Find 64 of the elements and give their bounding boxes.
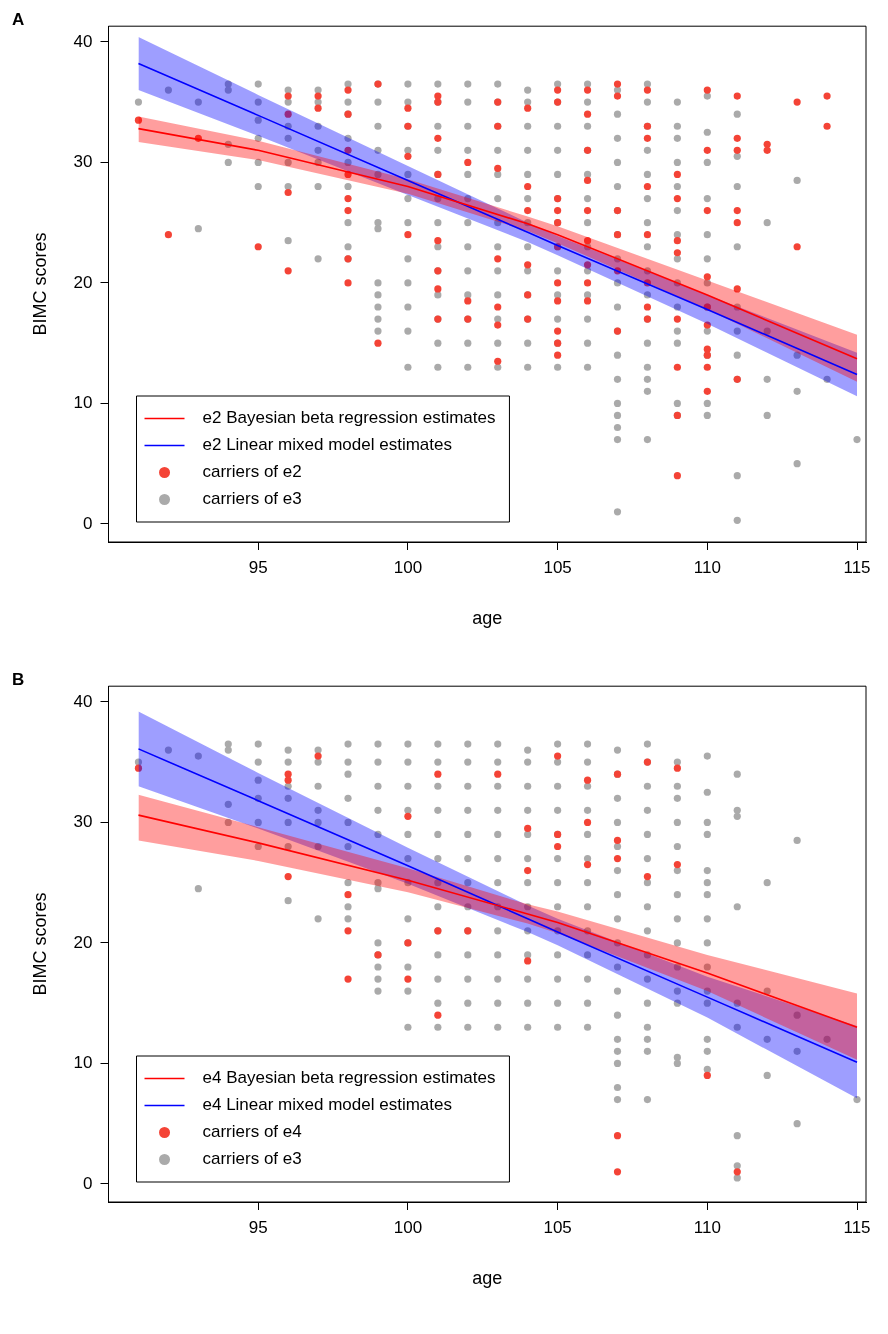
x-tick-label: 95 (248, 1217, 268, 1237)
legend-label: e2 Linear mixed model estimates (202, 435, 452, 455)
x-tick-label: 100 (393, 557, 423, 577)
point (643, 873, 652, 881)
point (284, 770, 292, 778)
point (583, 860, 592, 869)
point (344, 891, 352, 899)
y-tick-label: 20 (73, 272, 93, 292)
y-tick-label: 40 (73, 691, 93, 711)
point (703, 1071, 711, 1080)
point (314, 752, 322, 760)
legend-label: carriers of e3 (202, 489, 302, 509)
point (524, 957, 532, 965)
point (613, 854, 622, 863)
point (613, 836, 622, 845)
chart-title: B (12, 670, 25, 690)
y-tick-label: 20 (73, 932, 93, 952)
y-tick-label: 10 (73, 393, 93, 413)
y-axis-title: BIMC scores (29, 892, 50, 996)
point (524, 824, 532, 833)
point (524, 866, 532, 875)
point (583, 776, 592, 784)
x-tick-label: 110 (693, 1217, 721, 1237)
y-tick-label: 10 (73, 1053, 93, 1073)
point (554, 842, 562, 851)
x-tick-label: 100 (393, 1217, 423, 1237)
point (344, 975, 352, 983)
x-axis-title: age (472, 608, 503, 629)
point (613, 1168, 622, 1176)
legend-label: e2 Bayesian beta regression estimates (202, 408, 496, 428)
point (404, 975, 412, 983)
y-axis-title: BIMC scores (29, 232, 50, 336)
x-axis-title: age (472, 1268, 503, 1289)
legend-label: carriers of e4 (202, 1122, 302, 1142)
point (434, 1011, 442, 1019)
chart-title: A (12, 10, 25, 30)
point (733, 1168, 741, 1176)
point (404, 812, 412, 820)
point (494, 770, 502, 778)
legend-label: e4 Linear mixed model estimates (202, 1095, 452, 1115)
y-tick-label: 0 (83, 513, 93, 533)
x-tick-label: 115 (843, 1217, 871, 1237)
x-tick-label: 105 (543, 557, 572, 577)
x-tick-label: 115 (843, 557, 871, 577)
point (554, 752, 562, 760)
x-tick-label: 95 (248, 557, 268, 577)
point (613, 1132, 622, 1140)
point (673, 764, 681, 772)
point (284, 873, 292, 881)
point (284, 776, 292, 784)
y-tick-label: 30 (73, 812, 93, 832)
legend-label: carriers of e2 (202, 462, 302, 482)
point (434, 770, 442, 778)
y-tick-label: 0 (83, 1173, 93, 1193)
point (134, 764, 143, 772)
y-tick-label: 40 (73, 31, 93, 51)
legend-label: carriers of e3 (202, 1149, 302, 1169)
point (673, 860, 681, 869)
x-tick-label: 105 (543, 1217, 572, 1237)
y-tick-label: 30 (73, 152, 93, 172)
legend-label: e4 Bayesian beta regression estimates (202, 1068, 496, 1088)
x-tick-label: 110 (693, 557, 721, 577)
point (583, 818, 592, 826)
point (344, 927, 352, 935)
